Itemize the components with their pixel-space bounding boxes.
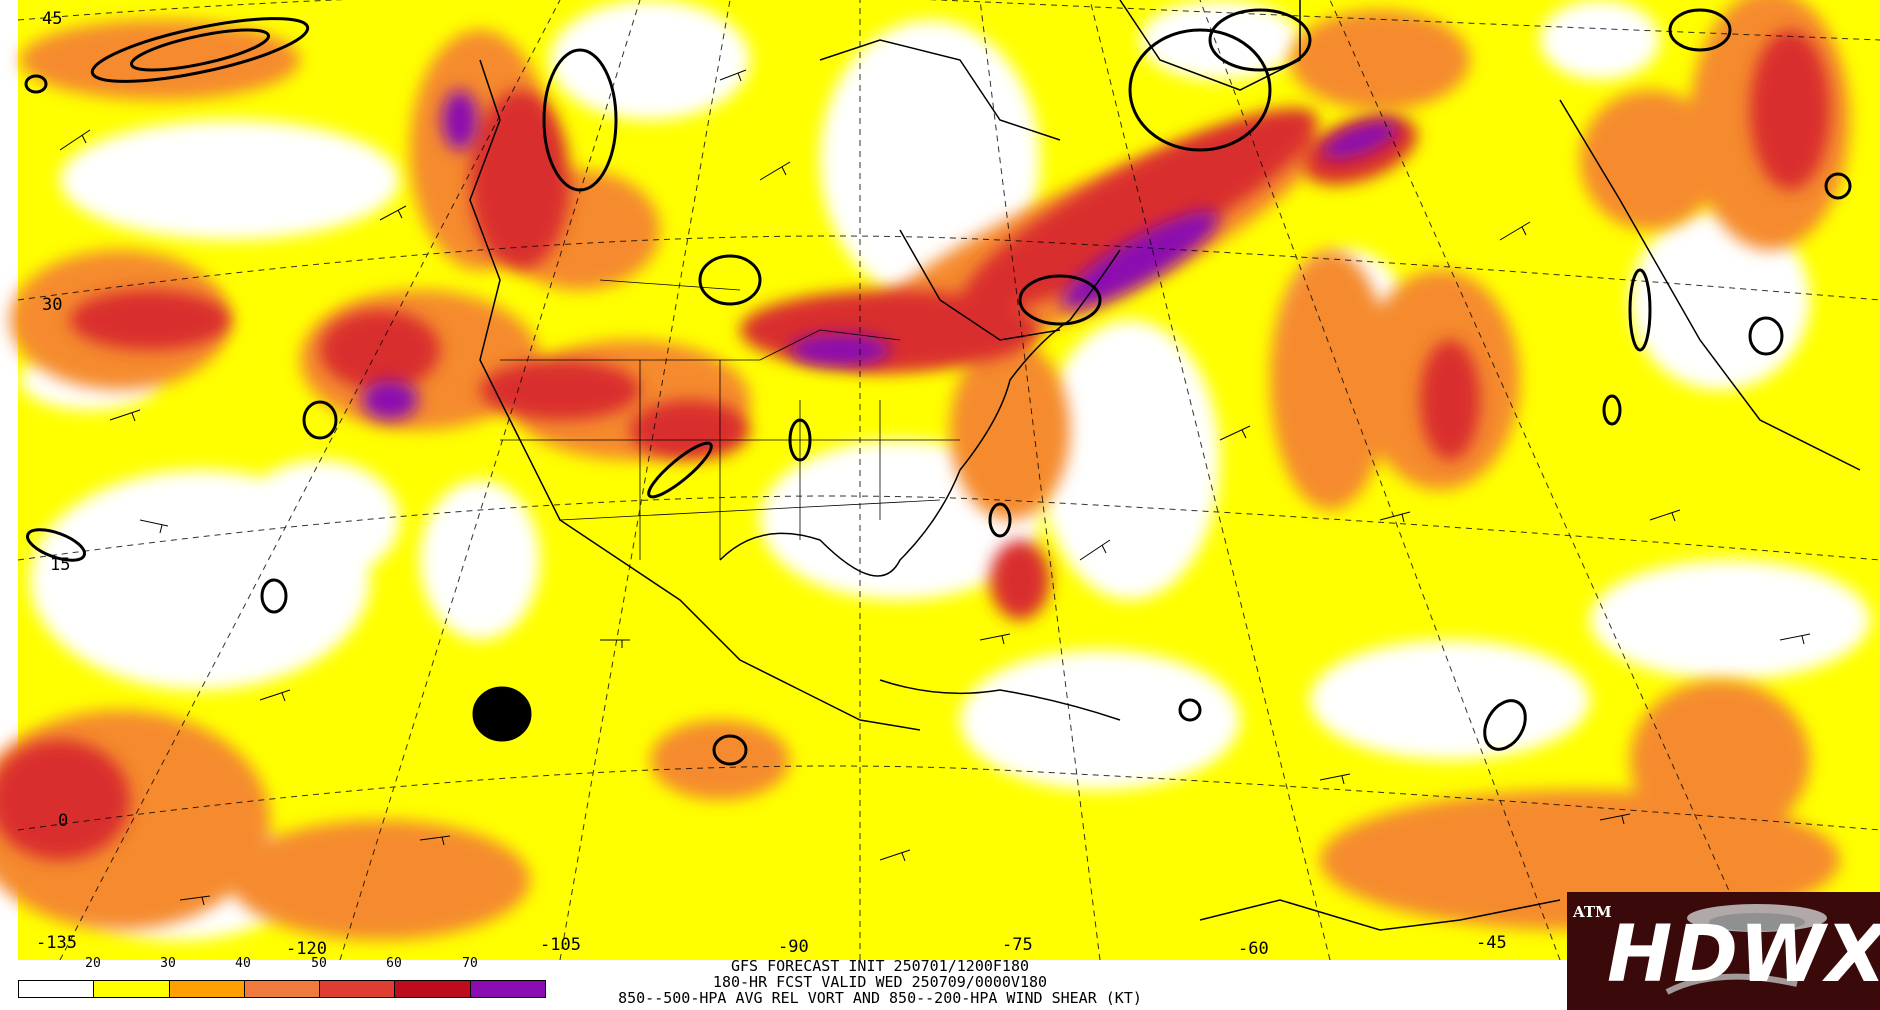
legend-swatch [169,981,245,997]
lon-label-60: -60 [1238,939,1269,959]
logo-text: HDWX [1607,910,1880,1000]
coastlines [469,0,1861,931]
legend-tick: 70 [462,956,478,971]
legend-tick: 20 [85,956,101,971]
lat-label-30: 30 [42,295,62,315]
lat-label-15: 15 [50,555,70,575]
tamu-emblem-icon: ATM [1573,903,1612,921]
caption-field: 850--500-HPA AVG REL VORT AND 850--200-H… [618,989,1142,1007]
vorticity-contours [24,8,1852,766]
lon-label-75: -75 [1002,935,1033,955]
legend-swatch [395,981,471,997]
hdwx-logo: ATM HDWX [1567,892,1880,1010]
forecast-caption: GFS FORECAST INIT 250701/1200F180 180-HR… [560,958,1200,1006]
legend-tick: 40 [235,956,251,971]
legend-tick: 60 [386,956,402,971]
legend-swatch [94,981,170,997]
lon-label-45: -45 [1476,933,1507,953]
lon-label-105: -105 [540,935,581,955]
legend-swatch [19,981,95,997]
legend-swatch [470,981,545,997]
lat-label-0: 0 [58,811,68,831]
shear-lt20-regions [20,0,1870,940]
legend-swatch [244,981,321,997]
lon-label-90: -90 [778,937,809,957]
latlon-grid [17,0,1880,961]
lat-label-45: 45 [42,9,62,29]
legend-tick: 30 [160,956,176,971]
legend-tick: 50 [311,956,327,971]
shear-gt70-regions [362,90,1398,420]
caption-init: GFS FORECAST INIT 250701/1200F180 [730,957,1029,975]
wind-barbs [59,69,1811,906]
legend-swatch [320,981,396,997]
lon-label-135: -135 [36,933,77,953]
caption-valid: 180-HR FCST VALID WED 250709/0000V180 [712,973,1048,991]
legend-color-bar [18,980,546,998]
shear-color-legend: 20 30 40 50 60 70 [18,956,546,1002]
political-boundaries [500,279,960,560]
shear-30-50-regions [0,0,1850,940]
hurricane-swirl-icon [1665,904,1827,995]
lon-label-120: -120 [286,939,327,959]
